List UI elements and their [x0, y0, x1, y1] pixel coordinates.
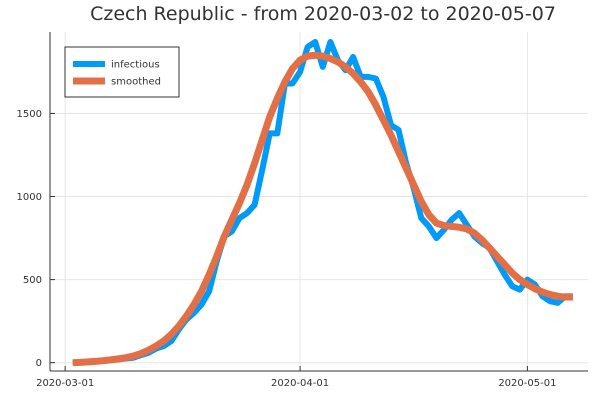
legend: infectious smoothed: [64, 46, 180, 98]
x-tick-label: 2020-05-01: [498, 378, 556, 389]
legend-label: smoothed: [111, 77, 161, 88]
y-tick-label: 1500: [17, 109, 42, 120]
legend-box: [64, 46, 180, 98]
chart-title: Czech Republic - from 2020-03-02 to 2020…: [90, 3, 556, 25]
axis-layer: 0 500 1000 1500 2020-03-01 2020-04-01 2020-05-…: [17, 32, 588, 389]
y-tick-label: 500: [23, 275, 42, 286]
x-tick-label: 2020-04-01: [271, 378, 329, 389]
grid-layer: [50, 32, 588, 371]
y-tick-label: 1000: [17, 192, 42, 203]
series-layer: [72, 38, 573, 367]
x-tick-label: 2020-03-01: [36, 378, 94, 389]
y-tick-label: 0: [36, 358, 42, 369]
series-line-smoothed: [72, 51, 573, 367]
legend-label: infectious: [111, 60, 160, 71]
